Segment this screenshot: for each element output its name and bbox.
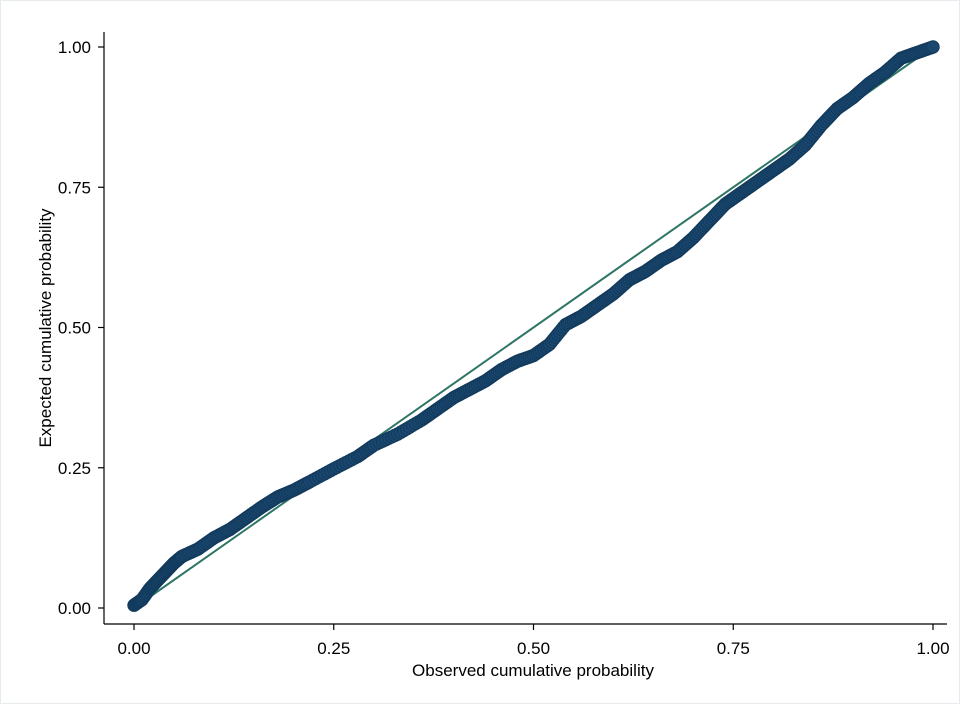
x-tick-label: 0.00 xyxy=(117,639,150,658)
points-layer xyxy=(127,40,940,612)
y-tick-label: 0.00 xyxy=(58,599,91,618)
data-point xyxy=(926,40,940,54)
x-tick-label: 1.00 xyxy=(916,639,949,658)
x-tick-label: 0.75 xyxy=(717,639,750,658)
y-tick-label: 1.00 xyxy=(58,38,91,57)
reference-line-layer xyxy=(133,46,934,609)
x-tick-label: 0.50 xyxy=(517,639,550,658)
y-tick-label: 0.75 xyxy=(58,178,91,197)
y-tick-label: 0.25 xyxy=(58,459,91,478)
x-tick-label: 0.25 xyxy=(317,639,350,658)
y-axis-title: Expected cumulative probability xyxy=(36,208,55,448)
y-tick-label: 0.50 xyxy=(58,319,91,338)
x-ticks: 0.00 0.25 0.50 0.75 1.00 xyxy=(117,624,950,658)
x-axis-title: Observed cumulative probability xyxy=(412,661,654,680)
y-ticks: 0.00 0.25 0.50 0.75 1.00 xyxy=(58,38,104,618)
reference-line xyxy=(133,46,934,609)
